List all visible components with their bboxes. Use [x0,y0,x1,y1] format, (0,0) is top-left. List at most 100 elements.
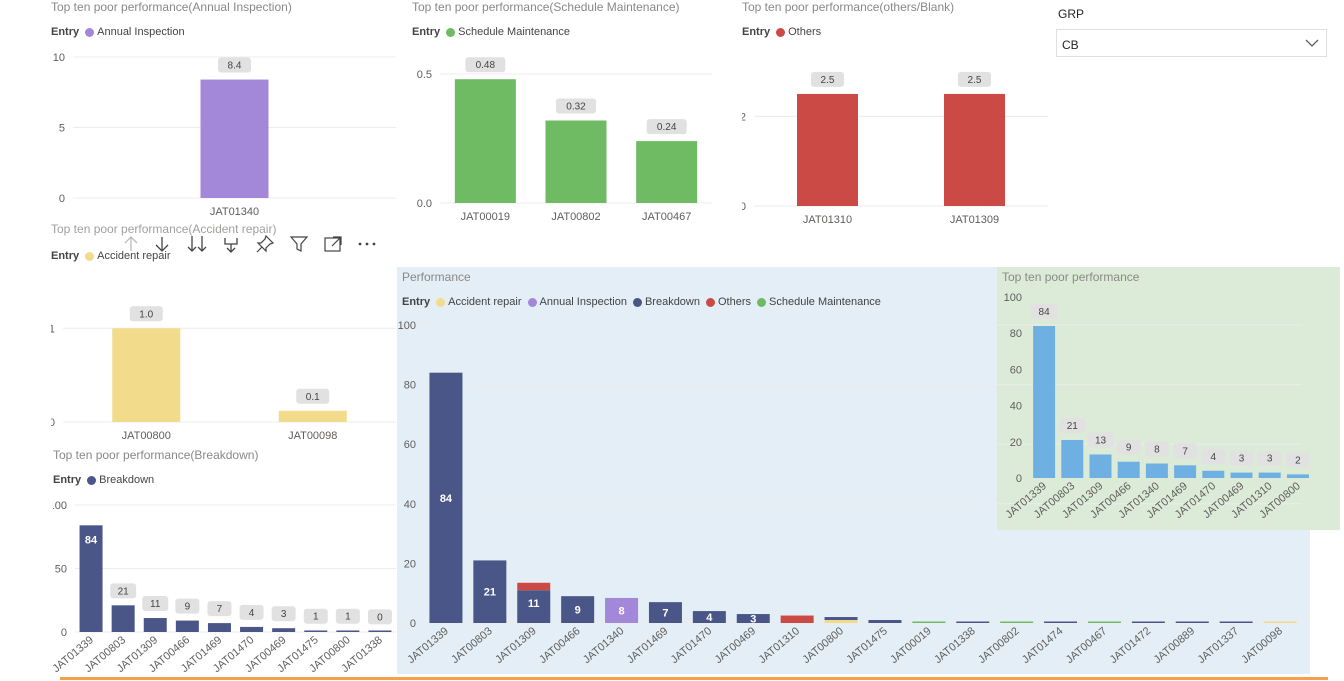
breakdown-visual[interactable]: Top ten poor performance(Breakdown) Entr… [53,448,396,676]
grp-dropdown[interactable]: CB [1056,29,1327,57]
bar [278,410,347,422]
chevron-down-icon[interactable] [1304,36,1320,55]
y-tick-label: 1 [51,323,55,335]
data-label-bg [271,606,296,622]
others-visual[interactable]: Top ten poor performance(others/Blank) E… [742,0,1048,228]
y-tick-label: 0 [61,627,67,639]
data-label: 84 [1039,307,1051,318]
x-tick-label: JAT01310 [757,625,803,666]
bar-segment [648,602,682,623]
top10-chart-title: Top ten poor performance [1002,270,1140,284]
legend-item-accident[interactable]: Accident repair [85,250,171,262]
annual-chart-svg: 0 5 10 8.4 JAT01340 [53,52,396,218]
performance-visual[interactable]: Performance Entry Accident repair Annual… [397,267,1310,674]
bar-segment [561,596,595,623]
schedule-legend: Entry Schedule Maintenance [412,26,576,38]
data-label: 11 [528,598,540,610]
legend-label: Breakdown [99,474,155,486]
data-label: 21 [484,587,496,599]
legend-item-schedule[interactable]: Schedule Maintenance [446,26,570,38]
bar [304,630,328,632]
y-tick-label: 20 [1010,437,1022,449]
annual-inspection-visual[interactable]: Top ten poor performance(Annual Inspecti… [51,0,396,222]
y-tick-label: 50 [55,564,67,576]
bar-segment [780,615,814,623]
x-tick-label: JAT00098 [288,430,337,442]
expand-next-level-icon[interactable] [214,234,248,256]
legend-dot-others [776,27,786,37]
drill-up-icon[interactable] [118,234,144,256]
accident-chart-svg: 0 1 1.0 JAT00800 0.1 JAT00098 [51,306,396,442]
x-tick-label: JAT00019 [888,625,934,666]
legend-item-breakdown[interactable]: Breakdown [632,296,700,308]
data-label: 3 [281,609,287,620]
bar [368,630,392,632]
x-tick-label: JAT01338 [932,625,978,666]
legend-item-schedule-maintenance[interactable]: Schedule Maintenance [757,296,881,308]
y-tick-label: 10 [53,52,65,64]
legend-dot [527,297,537,307]
y-tick-label: 0.0 [417,198,432,210]
bar [207,623,231,632]
others-legend: Entry Others [742,26,827,38]
bar-segment [517,590,551,623]
focus-mode-icon[interactable] [316,234,350,256]
more-options-icon[interactable] [350,234,384,256]
filter-icon[interactable] [282,234,316,256]
data-label: 0.24 [657,122,677,133]
annual-legend: Entry Annual Inspection [51,26,191,38]
x-tick-label: JAT00802 [976,625,1022,666]
x-tick-label: JAT01340 [210,206,259,218]
schedule-maintenance-visual[interactable]: Top ten poor performance(Schedule Mainte… [412,0,712,225]
bar-segment [1044,621,1078,623]
performance-legend-title: Entry [402,296,431,308]
annual-legend-title: Entry [51,26,80,38]
bar [1089,454,1112,478]
data-label: 21 [118,586,130,597]
performance-chart-title: Performance [402,270,471,284]
accident-repair-visual[interactable]: Top ten poor performance(Accident repair… [51,222,396,447]
bar [112,328,181,422]
bar [636,141,698,203]
x-tick-label: JAT00019 [461,211,510,223]
schedule-legend-title: Entry [412,26,441,38]
data-label: 84 [85,534,98,546]
expand-all-icon[interactable] [180,234,214,256]
x-tick-label: JAT00800 [122,430,171,442]
legend-item-others[interactable]: Others [776,26,821,38]
bar [111,605,135,632]
top10-visual[interactable]: Top ten poor performance 0 20 40 60 80 100 84 J… [997,267,1340,530]
data-label: 7 [217,604,223,615]
bar [1258,472,1281,478]
legend-label: Others [718,296,752,308]
legend-item-breakdown[interactable]: Breakdown [87,474,154,486]
x-tick-label: JAT00469 [713,625,759,666]
legend-item-annual-inspection[interactable]: Annual Inspection [527,296,627,308]
data-label: 0.32 [566,101,586,112]
x-tick-label: JAT01472 [1108,625,1154,666]
legend-item-others[interactable]: Others [706,296,751,308]
legend-item-accident-repair[interactable]: Accident repair [436,296,522,308]
x-tick-label: JAT00098 [1239,625,1285,666]
y-tick-label: 80 [1010,328,1022,340]
bar-segment [868,620,902,623]
legend-item-annual[interactable]: Annual Inspection [85,26,185,38]
data-label-bg [646,119,687,135]
data-label: 2 [1295,455,1301,466]
data-label: 21 [1067,421,1079,432]
data-label: 3 [1239,454,1245,465]
pin-icon[interactable] [248,234,282,256]
x-tick-label: JAT01470 [669,625,715,666]
drill-down-icon[interactable] [144,234,180,256]
data-label-bg [556,98,596,114]
data-label-bg [465,57,506,73]
y-tick-label: 2 [742,111,746,123]
x-tick-label: JAT01310 [803,214,852,226]
data-label: 3 [750,614,756,626]
x-tick-label: JAT01309 [950,214,999,226]
y-tick-label: 40 [1010,401,1022,413]
legend-dot [757,297,767,307]
y-tick-label: 60 [404,439,416,451]
y-tick-label: 100 [1004,292,1022,304]
data-label: 1.0 [139,309,153,320]
